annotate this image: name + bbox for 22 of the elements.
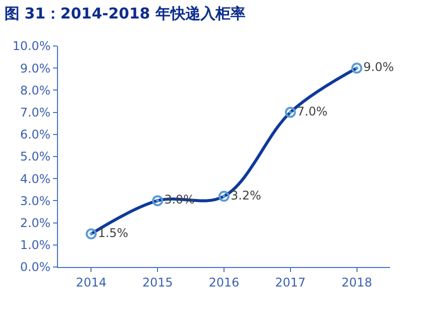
data-label: 1.5% bbox=[98, 226, 128, 240]
y-tick-label: 10.0% bbox=[12, 39, 51, 54]
y-tick-label: 3.0% bbox=[20, 194, 51, 208]
data-label: 9.0% bbox=[363, 60, 394, 74]
chart-title: 图 31：2014-2018 年快递入柜率 bbox=[4, 4, 246, 22]
y-tick-label: 4.0% bbox=[20, 172, 51, 186]
y-tick-label: 0.0% bbox=[20, 260, 51, 274]
x-tick-label: 2016 bbox=[208, 275, 240, 290]
data-label: 3.0% bbox=[164, 192, 195, 207]
x-tick-label: 2017 bbox=[275, 275, 306, 290]
data-label: 3.2% bbox=[230, 188, 262, 202]
x-tick-label: 2018 bbox=[342, 275, 372, 290]
y-tick-label: 6.0% bbox=[20, 128, 51, 142]
data-label: 7.0% bbox=[297, 104, 328, 118]
y-tick-label: 2.0% bbox=[20, 216, 51, 230]
x-tick-label: 2015 bbox=[142, 275, 173, 290]
y-tick-label: 1.0% bbox=[20, 238, 51, 252]
y-tick-label: 9.0% bbox=[20, 61, 51, 76]
x-tick-label: 2014 bbox=[76, 275, 106, 290]
y-tick-label: 5.0% bbox=[20, 150, 51, 164]
y-tick-label: 7.0% bbox=[20, 106, 51, 120]
y-tick-label: 8.0% bbox=[20, 83, 51, 98]
